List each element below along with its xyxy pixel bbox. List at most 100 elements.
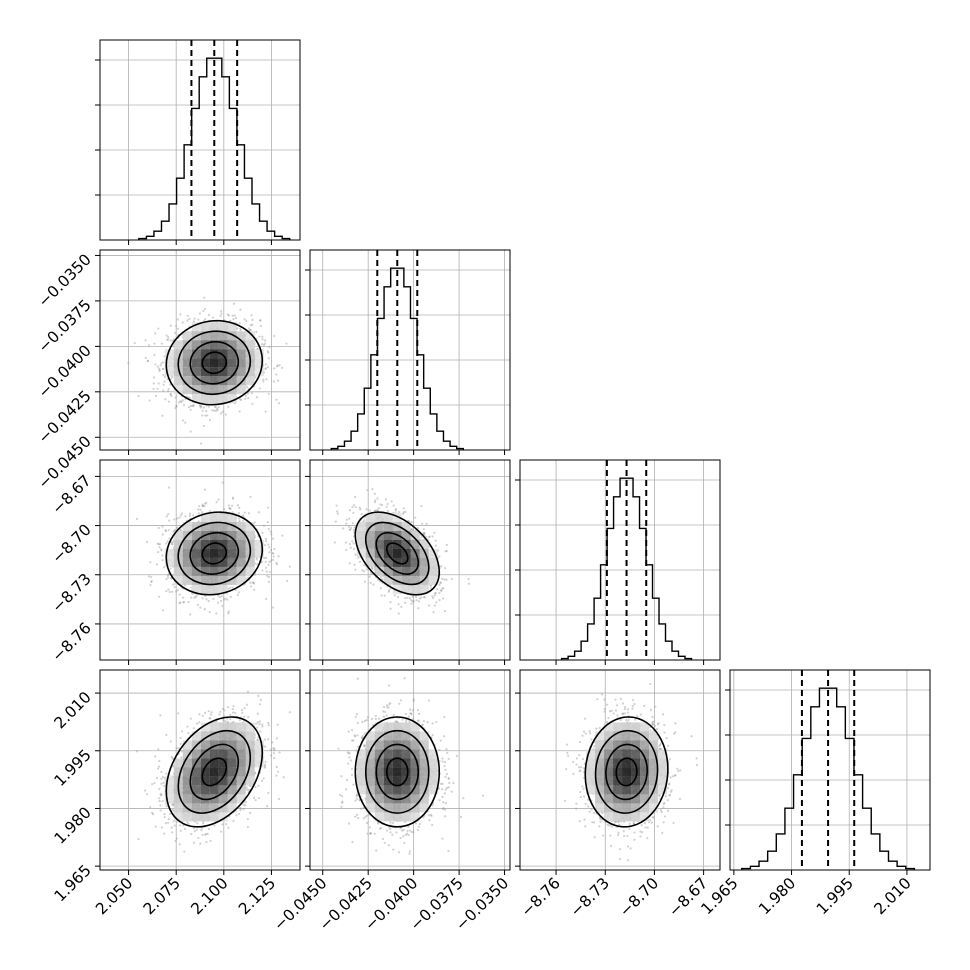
density-cell — [191, 575, 201, 585]
scatter-point — [207, 405, 210, 408]
density-cell — [218, 575, 228, 585]
scatter-point — [359, 508, 362, 511]
scatter-point — [158, 543, 162, 546]
scatter-point — [152, 382, 155, 385]
scatter-point — [189, 613, 192, 616]
density-cell — [209, 512, 219, 522]
scatter-point — [352, 542, 355, 545]
scatter-point — [268, 560, 271, 564]
scatter-point — [189, 408, 192, 411]
density-cell — [191, 385, 201, 395]
scatter-point — [281, 534, 284, 537]
density-cell — [209, 385, 219, 395]
scatter-point — [342, 527, 345, 530]
density-cell — [173, 367, 183, 377]
scatter-point — [249, 585, 253, 588]
scatter-point — [192, 404, 195, 408]
density-cell — [191, 322, 201, 332]
scatter-point — [178, 516, 181, 519]
scatter-point — [418, 597, 421, 600]
scatter-point — [450, 577, 453, 581]
scatter-point — [400, 605, 403, 608]
scatter-point — [168, 537, 171, 540]
scatter-point — [217, 498, 220, 501]
scatter-point — [217, 405, 220, 409]
scatter-point — [354, 496, 357, 499]
scatter-point — [164, 398, 167, 401]
scatter-point — [221, 604, 224, 608]
scatter-point — [264, 367, 267, 371]
scatter-point — [170, 542, 174, 545]
scatter-point — [167, 338, 170, 341]
scatter-point — [365, 568, 368, 571]
scatter-point — [177, 401, 181, 404]
scatter-point — [189, 430, 192, 433]
scatter-point — [251, 318, 254, 321]
density-cell — [254, 539, 264, 549]
density-cell — [218, 539, 228, 549]
scatter-point — [159, 364, 162, 367]
scatter-point — [265, 570, 268, 573]
scatter-point — [182, 403, 185, 407]
scatter-point — [266, 350, 269, 353]
density-cell — [236, 557, 246, 567]
scatter-point — [415, 599, 418, 602]
scatter-point — [237, 591, 240, 594]
scatter-point — [137, 394, 140, 398]
scatter-point — [267, 351, 270, 354]
scatter-point — [215, 612, 218, 615]
histogram-step — [330, 267, 464, 450]
density-cell — [218, 376, 228, 386]
scatter-point — [271, 552, 274, 555]
scatter-point — [275, 561, 278, 564]
scatter-point — [251, 323, 254, 326]
scatter-point — [147, 575, 151, 578]
scatter-point — [227, 612, 230, 615]
scatter-point — [347, 525, 351, 528]
scatter-point — [278, 364, 281, 367]
scatter-point — [288, 565, 291, 568]
scatter-point — [412, 600, 415, 603]
scatter-point — [179, 400, 182, 403]
density-cell — [218, 530, 228, 540]
contour-line — [177, 521, 252, 586]
scatter-point — [165, 590, 168, 593]
density-cell — [182, 349, 192, 359]
scatter-point — [167, 387, 170, 391]
scatter-point — [257, 511, 261, 514]
scatter-point — [179, 528, 182, 531]
scatter-point — [207, 599, 210, 603]
density-cell — [200, 566, 210, 576]
scatter-point — [171, 590, 174, 593]
scatter-point — [416, 527, 419, 530]
scatter-point — [148, 399, 151, 402]
scatter-point — [227, 405, 230, 408]
scatter-point — [236, 593, 239, 596]
density-cell — [227, 394, 237, 404]
scatter-point — [194, 595, 197, 598]
scatter-point — [160, 362, 163, 365]
scatter-point — [167, 576, 170, 579]
contour-line — [189, 531, 240, 575]
scatter-point — [237, 511, 240, 515]
scatter-point — [167, 588, 170, 591]
scatter-point — [202, 309, 205, 313]
scatter-point — [144, 339, 147, 342]
scatter-point — [411, 600, 415, 603]
scatter-point — [221, 410, 224, 413]
scatter-point — [201, 409, 204, 412]
density-cell — [173, 385, 183, 395]
density-cell — [209, 331, 219, 341]
scatter-point — [389, 587, 392, 590]
density-cell — [245, 331, 255, 341]
panel-group — [135, 481, 291, 616]
density-cell — [209, 530, 219, 540]
scatter-point — [165, 515, 168, 518]
scatter-point — [348, 562, 351, 565]
contour-line — [165, 511, 264, 596]
scatter-point — [150, 580, 153, 584]
scatter-point — [205, 410, 208, 413]
scatter-point — [250, 392, 253, 395]
scatter-point — [345, 541, 348, 544]
density-cell — [236, 367, 246, 377]
